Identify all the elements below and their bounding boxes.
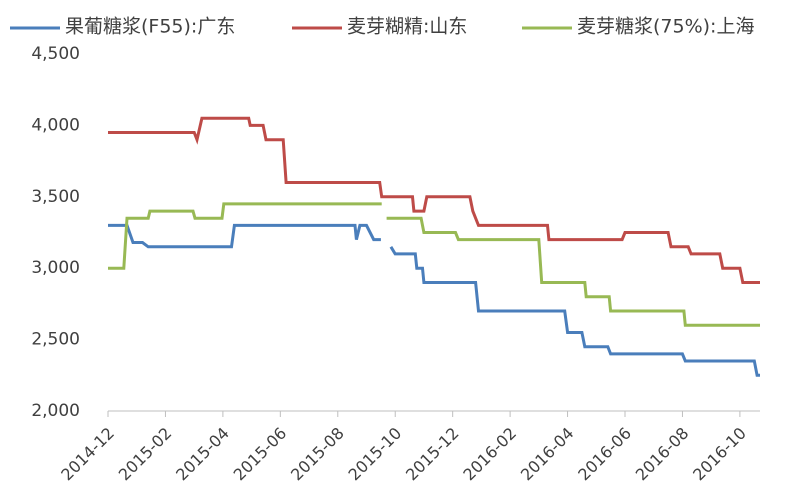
x-tick-label: 2015-04 (172, 424, 233, 485)
x-tick-label: 2015-02 (115, 424, 176, 485)
x-tick-label: 2016-04 (517, 424, 578, 485)
legend-label: 麦芽糊精:山东 (347, 16, 467, 38)
y-tick-label: 2,500 (31, 330, 80, 350)
y-tick-label: 2,000 (31, 401, 80, 421)
x-tick-label: 2015-08 (287, 424, 348, 485)
x-tick-label: 2015-12 (402, 424, 463, 485)
x-tick-label: 2016-08 (632, 424, 693, 485)
series-line (108, 116, 760, 284)
y-tick-label: 4,000 (31, 115, 80, 135)
series-line (108, 223, 760, 377)
x-tick-label: 2015-10 (345, 424, 406, 485)
x-tick-label: 2014-12 (57, 424, 118, 485)
y-tick-label: 3,500 (31, 187, 80, 207)
series-line (108, 202, 760, 327)
x-tick-label: 2016-02 (459, 424, 520, 485)
legend-label: 果葡糖浆(F55):广东 (65, 16, 235, 38)
x-tick-label: 2016-10 (689, 424, 750, 485)
x-tick-label: 2015-06 (230, 424, 291, 485)
legend-label: 麦芽糖浆(75%):上海 (577, 16, 754, 38)
y-tick-label: 3,000 (31, 258, 80, 278)
x-tick-label: 2016-06 (574, 424, 635, 485)
y-tick-label: 4,500 (31, 44, 80, 64)
